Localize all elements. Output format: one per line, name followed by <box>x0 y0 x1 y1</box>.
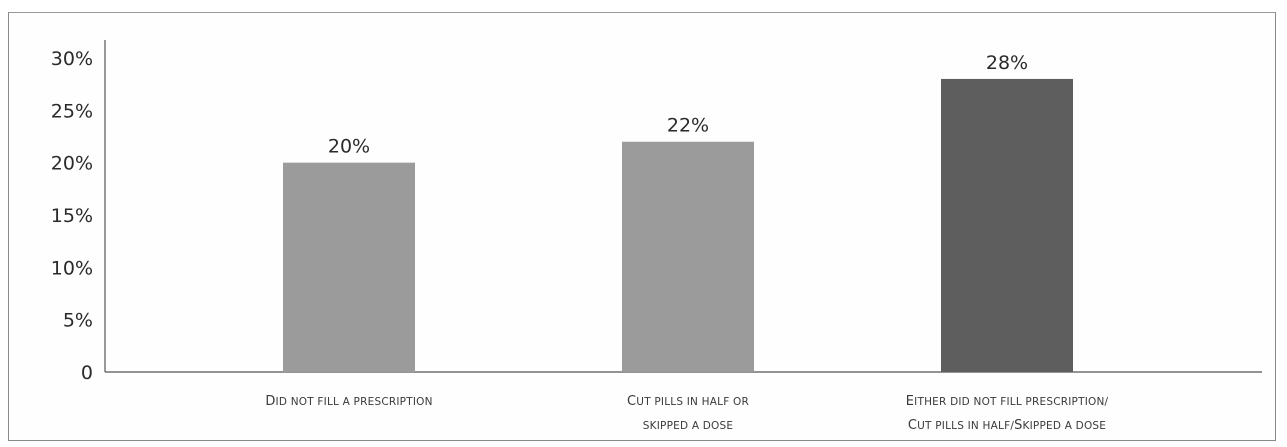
category-label: EITHER DID NOT FILL PRESCRIPTION/ <box>906 394 1109 409</box>
y-tick-label: 30% <box>51 48 93 70</box>
bar <box>622 141 754 372</box>
category-label: DID NOT FILL A PRESCRIPTION <box>265 394 432 409</box>
y-tick-label: 15% <box>51 205 93 227</box>
y-tick-label: 5% <box>63 310 93 332</box>
y-tick-label: 0 <box>81 362 93 384</box>
bar <box>283 162 415 372</box>
category-label: SKIPPED A DOSE <box>643 420 733 432</box>
category-label: CUT PILLS IN HALF/SKIPPED A DOSE <box>908 418 1106 433</box>
bar <box>941 78 1073 372</box>
y-tick-label: 20% <box>51 153 93 175</box>
bar-value-label: 20% <box>328 136 370 158</box>
category-labels: DID NOT FILL A PRESCRIPTION CUT PILLS IN … <box>265 394 1108 433</box>
y-tick-label: 25% <box>51 100 93 122</box>
bars <box>283 78 1073 372</box>
y-tick-label: 10% <box>51 257 93 279</box>
data-labels: 20% 22% 28% <box>328 52 1028 158</box>
bar-value-label: 28% <box>986 52 1028 74</box>
bar-value-label: 22% <box>667 115 709 137</box>
category-label: CUT PILLS IN HALF OR <box>627 394 749 409</box>
